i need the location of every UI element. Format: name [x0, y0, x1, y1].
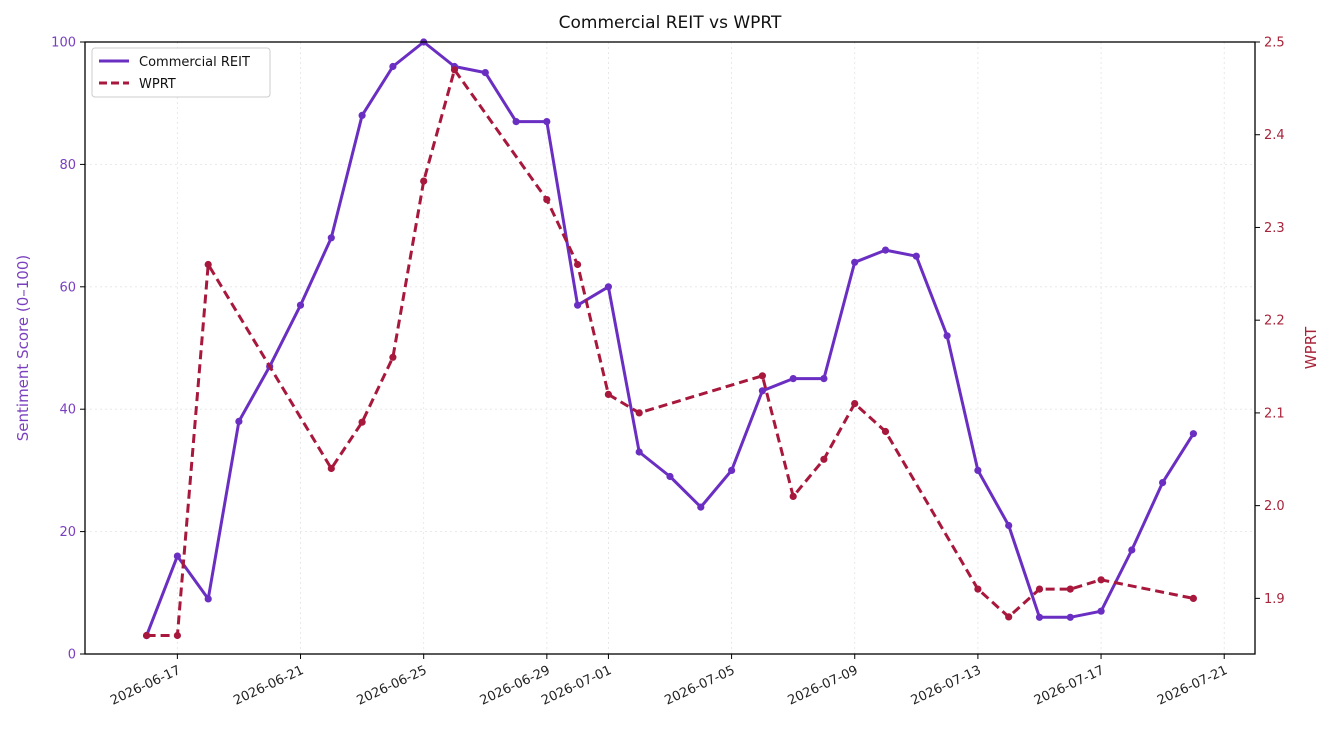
data-point-commercial-reit — [728, 466, 736, 474]
right-y-tick-label: 2.5 — [1264, 36, 1285, 51]
right-axis-title: WPRT — [1302, 326, 1320, 369]
right-y-tick-label: 2.3 — [1264, 221, 1285, 236]
data-point-commercial-reit — [173, 552, 181, 560]
plot-frame — [84, 41, 1256, 655]
data-point-commercial-reit — [512, 118, 520, 126]
right-y-tick-label: 2.1 — [1264, 406, 1285, 421]
data-point-wprt — [204, 260, 212, 269]
data-point-wprt — [1097, 576, 1105, 584]
data-point-commercial-reit — [235, 417, 243, 425]
data-point-wprt — [1005, 613, 1013, 621]
data-point-wprt — [604, 390, 613, 398]
legend: Commercial REIT WPRT — [91, 47, 271, 98]
series-line-commercial-reit — [145, 40, 1195, 637]
data-point-commercial-reit — [881, 246, 890, 254]
x-tick-label: 2026-07-01 — [539, 663, 614, 709]
data-point-commercial-reit — [358, 111, 366, 119]
data-point-wprt — [358, 418, 366, 426]
data-point-wprt — [1066, 585, 1074, 593]
legend-box — [91, 47, 271, 98]
data-point-commercial-reit — [635, 448, 643, 456]
data-point-commercial-reit — [389, 62, 397, 71]
data-point-commercial-reit — [1035, 613, 1044, 621]
data-point-wprt — [851, 400, 859, 408]
left-y-tick-label: 60 — [59, 280, 76, 295]
x-tick-label: 2026-07-21 — [1155, 663, 1230, 709]
data-point-commercial-reit — [789, 375, 797, 383]
data-point-commercial-reit — [758, 387, 767, 395]
x-tick-label: 2026-06-21 — [231, 663, 306, 709]
data-point-wprt — [327, 464, 335, 473]
x-tick-label: 2026-06-29 — [478, 663, 553, 709]
chart-title: Commercial REIT vs WPRT — [559, 13, 782, 33]
left-y-tick-label: 40 — [59, 403, 76, 418]
data-point-wprt — [450, 66, 459, 74]
data-point-wprt — [574, 260, 582, 269]
data-point-wprt — [881, 427, 890, 436]
data-point-wprt — [974, 585, 982, 593]
data-point-wprt — [389, 353, 397, 361]
data-point-commercial-reit — [296, 301, 305, 309]
data-point-wprt — [758, 372, 767, 380]
x-tick-label: 2026-06-17 — [108, 663, 183, 709]
right-y-tick-label: 2.4 — [1264, 128, 1285, 143]
data-point-wprt — [635, 409, 643, 417]
left-y-tick-label: 0 — [68, 648, 76, 663]
data-point-wprt — [1189, 594, 1197, 603]
data-point-wprt — [1035, 585, 1044, 593]
right-y-axis: 1.9 2.0 2.1 2.2 2.3 2.4 2.5 — [1255, 36, 1285, 607]
data-point-wprt — [143, 631, 151, 640]
data-point-commercial-reit — [1128, 546, 1136, 554]
data-point-commercial-reit — [1005, 521, 1013, 530]
left-axis-title: Sentiment Score (0–100) — [14, 255, 32, 441]
x-axis: 2026-06-17 2026-06-21 2026-06-25 2026-06-29… — [108, 654, 1230, 709]
data-point-commercial-reit — [974, 466, 982, 474]
legend-label-wprt: WPRT — [139, 77, 176, 92]
data-point-commercial-reit — [697, 503, 705, 511]
data-point-commercial-reit — [604, 283, 613, 291]
legend-label-commercial-reit: Commercial REIT — [139, 55, 250, 70]
data-point-commercial-reit — [912, 252, 920, 260]
data-point-commercial-reit — [574, 301, 582, 309]
data-point-commercial-reit — [943, 332, 951, 340]
data-point-commercial-reit — [1097, 607, 1105, 615]
data-point-commercial-reit — [327, 234, 335, 242]
right-y-tick-label: 2.2 — [1264, 314, 1285, 329]
data-point-commercial-reit — [1066, 613, 1074, 621]
left-y-tick-label: 100 — [51, 36, 76, 51]
x-tick-label: 2026-07-17 — [1032, 663, 1107, 709]
data-point-wprt — [543, 196, 551, 204]
right-y-tick-label: 2.0 — [1264, 499, 1285, 514]
data-point-commercial-reit — [204, 595, 212, 603]
x-tick-label: 2026-07-09 — [786, 663, 861, 709]
data-point-wprt — [420, 177, 428, 185]
data-point-commercial-reit — [666, 472, 674, 481]
data-point-wprt — [820, 455, 828, 463]
x-tick-label: 2026-07-05 — [662, 663, 737, 709]
grid — [85, 41, 1255, 655]
data-point-commercial-reit — [1159, 479, 1167, 487]
left-y-axis: 0 20 40 60 80 100 — [51, 36, 85, 663]
x-tick-label: 2026-07-13 — [909, 663, 984, 709]
data-point-commercial-reit — [481, 69, 489, 77]
right-y-tick-label: 1.9 — [1264, 592, 1285, 607]
x-tick-label: 2026-06-25 — [355, 663, 430, 709]
series-line-wprt — [146, 68, 1194, 637]
data-point-commercial-reit — [820, 375, 828, 383]
data-point-commercial-reit — [851, 258, 859, 266]
data-point-wprt — [789, 492, 797, 500]
left-y-tick-label: 80 — [59, 158, 76, 173]
data-point-commercial-reit — [1189, 430, 1197, 438]
series-layer — [143, 38, 1197, 640]
data-point-wprt — [173, 631, 181, 640]
left-y-tick-label: 20 — [59, 525, 76, 540]
data-point-commercial-reit — [543, 118, 551, 126]
